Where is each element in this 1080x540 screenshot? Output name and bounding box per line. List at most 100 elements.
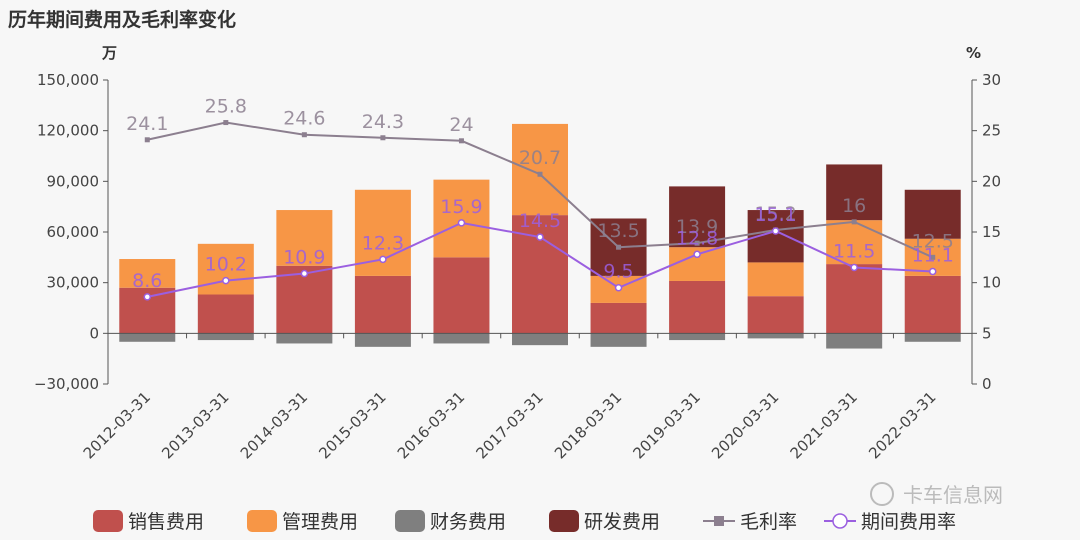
line-point bbox=[380, 135, 386, 141]
chart-title: 历年期间费用及毛利率变化 bbox=[8, 8, 236, 31]
line-data-label: 12.5 bbox=[912, 230, 954, 252]
legend-label: 销售费用 bbox=[128, 511, 204, 533]
line-data-label: 11.5 bbox=[833, 240, 875, 262]
line-data-label: 15.9 bbox=[440, 196, 482, 218]
line-point bbox=[457, 219, 466, 227]
bar-segment bbox=[669, 186, 726, 248]
bar-segment bbox=[747, 333, 804, 339]
line-data-label: 16 bbox=[842, 195, 866, 217]
right-tick-label: 25 bbox=[982, 122, 1001, 140]
bar-segment bbox=[590, 333, 647, 347]
line-point bbox=[928, 267, 937, 276]
line-point bbox=[616, 244, 622, 250]
line-data-label: 9.5 bbox=[603, 261, 633, 283]
line-point bbox=[223, 120, 229, 126]
bar-segment bbox=[512, 123, 568, 216]
left-tick-label: 120,000 bbox=[37, 122, 99, 140]
line-data-label: 25.8 bbox=[205, 96, 247, 118]
line-point bbox=[851, 219, 857, 225]
watermark-group bbox=[870, 482, 894, 506]
bar-segment bbox=[904, 275, 961, 334]
x-tick-label: 2013-03-31 bbox=[158, 388, 232, 462]
line-point bbox=[771, 227, 780, 235]
bar-segment bbox=[904, 189, 961, 239]
bar-segment bbox=[826, 164, 883, 221]
line-data-label: 15.1 bbox=[754, 204, 796, 226]
line-point bbox=[694, 240, 700, 246]
line-point bbox=[222, 276, 230, 285]
x-tick-label: 2018-03-31 bbox=[551, 388, 625, 462]
x-tick-label: 2019-03-31 bbox=[630, 388, 704, 462]
bar-segment bbox=[433, 257, 490, 334]
line-data-label: 11.1 bbox=[912, 245, 954, 267]
line-point bbox=[536, 233, 544, 241]
bar-segment bbox=[354, 275, 411, 334]
x-tick-label: 2022-03-31 bbox=[865, 388, 939, 462]
line-data-label: 15.2 bbox=[754, 203, 796, 225]
right-tick-label: 15 bbox=[982, 223, 1001, 241]
line-point bbox=[693, 250, 701, 259]
line-data-label: 14.5 bbox=[519, 210, 561, 232]
bar-segment bbox=[590, 302, 647, 334]
x-tick-label: 2016-03-31 bbox=[394, 388, 468, 462]
bar-segment bbox=[747, 262, 804, 297]
bar-segment bbox=[354, 333, 411, 347]
line-data-label: 20.7 bbox=[519, 147, 561, 169]
left-tick-label: 150,000 bbox=[37, 71, 99, 89]
line-data-label: 24 bbox=[449, 114, 473, 136]
left-axis-unit: 万 bbox=[101, 44, 117, 62]
line-point bbox=[143, 293, 152, 301]
left-tick-label: 30,000 bbox=[47, 274, 100, 292]
line-data-label: 10.2 bbox=[205, 254, 247, 276]
wechat-icon bbox=[870, 482, 894, 506]
line-point bbox=[850, 263, 858, 272]
legend-label: 研发费用 bbox=[584, 511, 660, 533]
legend-label: 财务费用 bbox=[430, 511, 506, 533]
line-data-label: 8.6 bbox=[132, 270, 162, 292]
bar-segment bbox=[119, 259, 176, 288]
bar-segment bbox=[276, 210, 333, 266]
legend-label: 期间费用率 bbox=[861, 511, 956, 533]
left-tick-label: 0 bbox=[89, 324, 99, 342]
bar-segment bbox=[276, 333, 333, 344]
bar-segment bbox=[826, 264, 883, 334]
x-tick-label: 2017-03-31 bbox=[472, 388, 546, 462]
x-tick-label: 2014-03-31 bbox=[237, 388, 311, 462]
bar-segment bbox=[826, 220, 883, 265]
left-tick-label: 90,000 bbox=[47, 172, 100, 190]
left-tick-label: −30,000 bbox=[34, 375, 99, 393]
line-point bbox=[144, 137, 150, 143]
bar-segment bbox=[433, 179, 490, 258]
line-point bbox=[301, 132, 307, 138]
right-tick-label: 20 bbox=[982, 172, 1001, 190]
bar-segment bbox=[119, 333, 176, 342]
bar-segment bbox=[747, 296, 804, 334]
right-tick-label: 0 bbox=[982, 375, 992, 393]
bar-segment bbox=[197, 333, 254, 341]
bar-segment bbox=[512, 333, 568, 346]
bar-segment bbox=[197, 243, 254, 295]
line-point bbox=[930, 254, 936, 260]
legend-swatch bbox=[395, 510, 425, 532]
legend-label: 毛利率 bbox=[740, 511, 797, 533]
line-data-label: 24.3 bbox=[362, 111, 404, 133]
legend-swatch bbox=[247, 510, 277, 532]
x-tick-label: 2015-03-31 bbox=[315, 388, 389, 462]
right-tick-label: 30 bbox=[982, 71, 1001, 89]
line-data-label: 24.6 bbox=[283, 108, 325, 130]
left-tick-label: 60,000 bbox=[47, 223, 100, 241]
line-data-label: 24.1 bbox=[126, 113, 168, 135]
x-tick-label: 2021-03-31 bbox=[787, 388, 861, 462]
right-axis-unit: % bbox=[966, 44, 981, 62]
bar-segment bbox=[197, 294, 254, 334]
bar-segment bbox=[826, 333, 883, 349]
line-data-label: 13.5 bbox=[597, 220, 639, 242]
line-point bbox=[379, 255, 387, 264]
legend-swatch bbox=[549, 510, 579, 532]
line-data-label: 12.8 bbox=[676, 227, 718, 249]
line-point bbox=[300, 269, 309, 278]
bar-segment bbox=[904, 333, 961, 342]
x-tick-label: 2012-03-31 bbox=[80, 388, 154, 462]
